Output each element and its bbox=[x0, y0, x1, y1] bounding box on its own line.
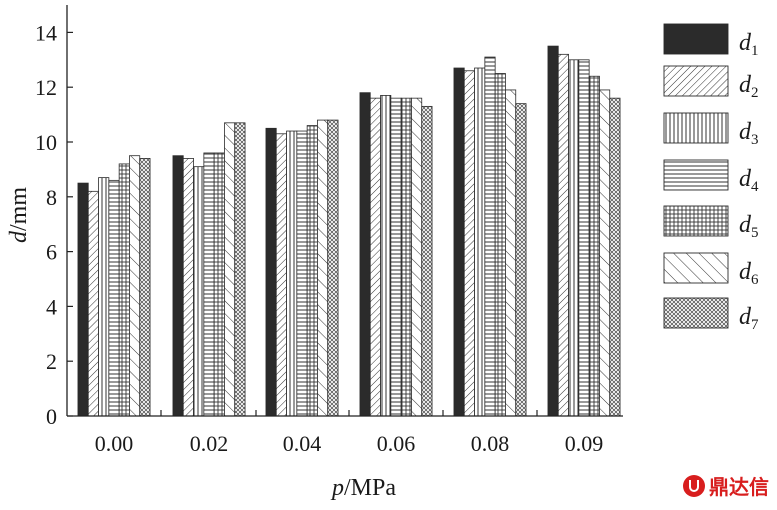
bar-d6-0.00 bbox=[129, 155, 141, 417]
legend-label-d6: d6 bbox=[739, 259, 759, 288]
plot-area bbox=[77, 45, 621, 417]
bar-d4-0.09 bbox=[578, 59, 590, 417]
bar-d1-0.02 bbox=[172, 155, 184, 417]
watermark-logo-icon bbox=[683, 474, 705, 497]
bar-d4-0.00 bbox=[108, 179, 120, 417]
legend-label-d4: d4 bbox=[739, 166, 759, 195]
legend-label-d5: d5 bbox=[739, 212, 759, 241]
bar-d7-0.09 bbox=[609, 97, 621, 417]
bar-d5-0.08 bbox=[494, 73, 506, 417]
bar-d5-0.00 bbox=[118, 163, 130, 417]
bar-d6-0.04 bbox=[317, 119, 329, 417]
legend-label-d1: d1 bbox=[739, 30, 759, 59]
bar-d3-0.04 bbox=[286, 130, 298, 417]
bar-d2-0.06 bbox=[369, 97, 381, 417]
bar-d2-0.00 bbox=[87, 190, 99, 417]
bar-d1-0.09 bbox=[547, 45, 559, 417]
y-tick-label: 0 bbox=[46, 404, 57, 429]
x-tick-label: 0.04 bbox=[283, 431, 322, 456]
x-tick-label: 0.09 bbox=[565, 431, 604, 456]
bar-d5-0.09 bbox=[588, 75, 600, 417]
bar-d5-0.04 bbox=[306, 125, 318, 417]
watermark: 鼎达信 bbox=[683, 471, 769, 500]
y-tick-label: 6 bbox=[46, 240, 57, 265]
bar-d7-0.08 bbox=[515, 103, 527, 417]
x-tick-label: 0.00 bbox=[95, 431, 134, 456]
bar-d5-0.06 bbox=[400, 97, 412, 417]
x-tick-label: 0.06 bbox=[377, 431, 416, 456]
bar-d2-0.09 bbox=[557, 53, 569, 417]
bar-d2-0.02 bbox=[182, 158, 194, 417]
bar-d3-0.08 bbox=[474, 67, 486, 417]
bar-d7-0.06 bbox=[421, 105, 433, 417]
watermark-text: 鼎达信 bbox=[709, 475, 769, 499]
legend-swatch-d4 bbox=[663, 159, 729, 191]
y-axis-label: d/mm bbox=[6, 187, 32, 243]
legend-label-d2: d2 bbox=[739, 72, 759, 101]
bar-d7-0.04 bbox=[327, 119, 339, 417]
bar-d3-0.02 bbox=[193, 166, 205, 417]
bar-d6-0.06 bbox=[411, 97, 423, 417]
bar-d2-0.04 bbox=[275, 133, 287, 417]
bar-d3-0.06 bbox=[380, 95, 392, 417]
legend-swatch-d3 bbox=[663, 112, 729, 144]
legend-swatch-d2 bbox=[663, 65, 729, 97]
y-tick-label: 2 bbox=[46, 349, 57, 374]
y-tick-label: 8 bbox=[46, 185, 57, 210]
legend-swatch-d7 bbox=[663, 297, 729, 329]
bar-d7-0.00 bbox=[139, 158, 151, 417]
x-tick-label: 0.08 bbox=[471, 431, 510, 456]
bar-d7-0.02 bbox=[234, 122, 246, 417]
legend: d1 d2 d3 d4 d5 d6 d7 bbox=[663, 23, 759, 333]
bar-d4-0.04 bbox=[296, 130, 308, 417]
bar-d6-0.09 bbox=[599, 89, 611, 417]
bar-d1-0.00 bbox=[77, 182, 89, 417]
y-tick-label: 12 bbox=[35, 75, 57, 100]
legend-swatch-d6 bbox=[663, 252, 729, 284]
axes: 0 2 4 6 8 10 12 14 0.00 0.02 0.04 0.06 0.08 0.09 p/MPa… bbox=[6, 5, 623, 501]
y-tick-label: 14 bbox=[35, 20, 57, 45]
x-tick-label: 0.02 bbox=[190, 431, 229, 456]
bar-d6-0.08 bbox=[505, 89, 517, 417]
bar-d3-0.00 bbox=[98, 177, 110, 417]
legend-label-d7: d7 bbox=[739, 304, 759, 333]
x-axis-label: p/MPa bbox=[330, 475, 396, 501]
bar-d5-0.02 bbox=[213, 152, 225, 417]
bar-d1-0.06 bbox=[359, 92, 371, 417]
legend-swatch-d1 bbox=[663, 23, 729, 55]
bar-d4-0.06 bbox=[390, 97, 402, 417]
bar-d4-0.02 bbox=[203, 152, 215, 417]
bar-d3-0.09 bbox=[568, 59, 580, 417]
bar-d1-0.04 bbox=[265, 127, 277, 417]
y-tick-label: 4 bbox=[46, 294, 57, 319]
legend-label-d3: d3 bbox=[739, 119, 759, 148]
legend-swatch-d5 bbox=[663, 205, 729, 237]
y-tick-label: 10 bbox=[35, 130, 57, 155]
bar-d1-0.08 bbox=[453, 67, 465, 417]
bar-d2-0.08 bbox=[463, 70, 475, 417]
bar-d6-0.02 bbox=[224, 122, 236, 417]
bar-d4-0.08 bbox=[484, 56, 496, 417]
